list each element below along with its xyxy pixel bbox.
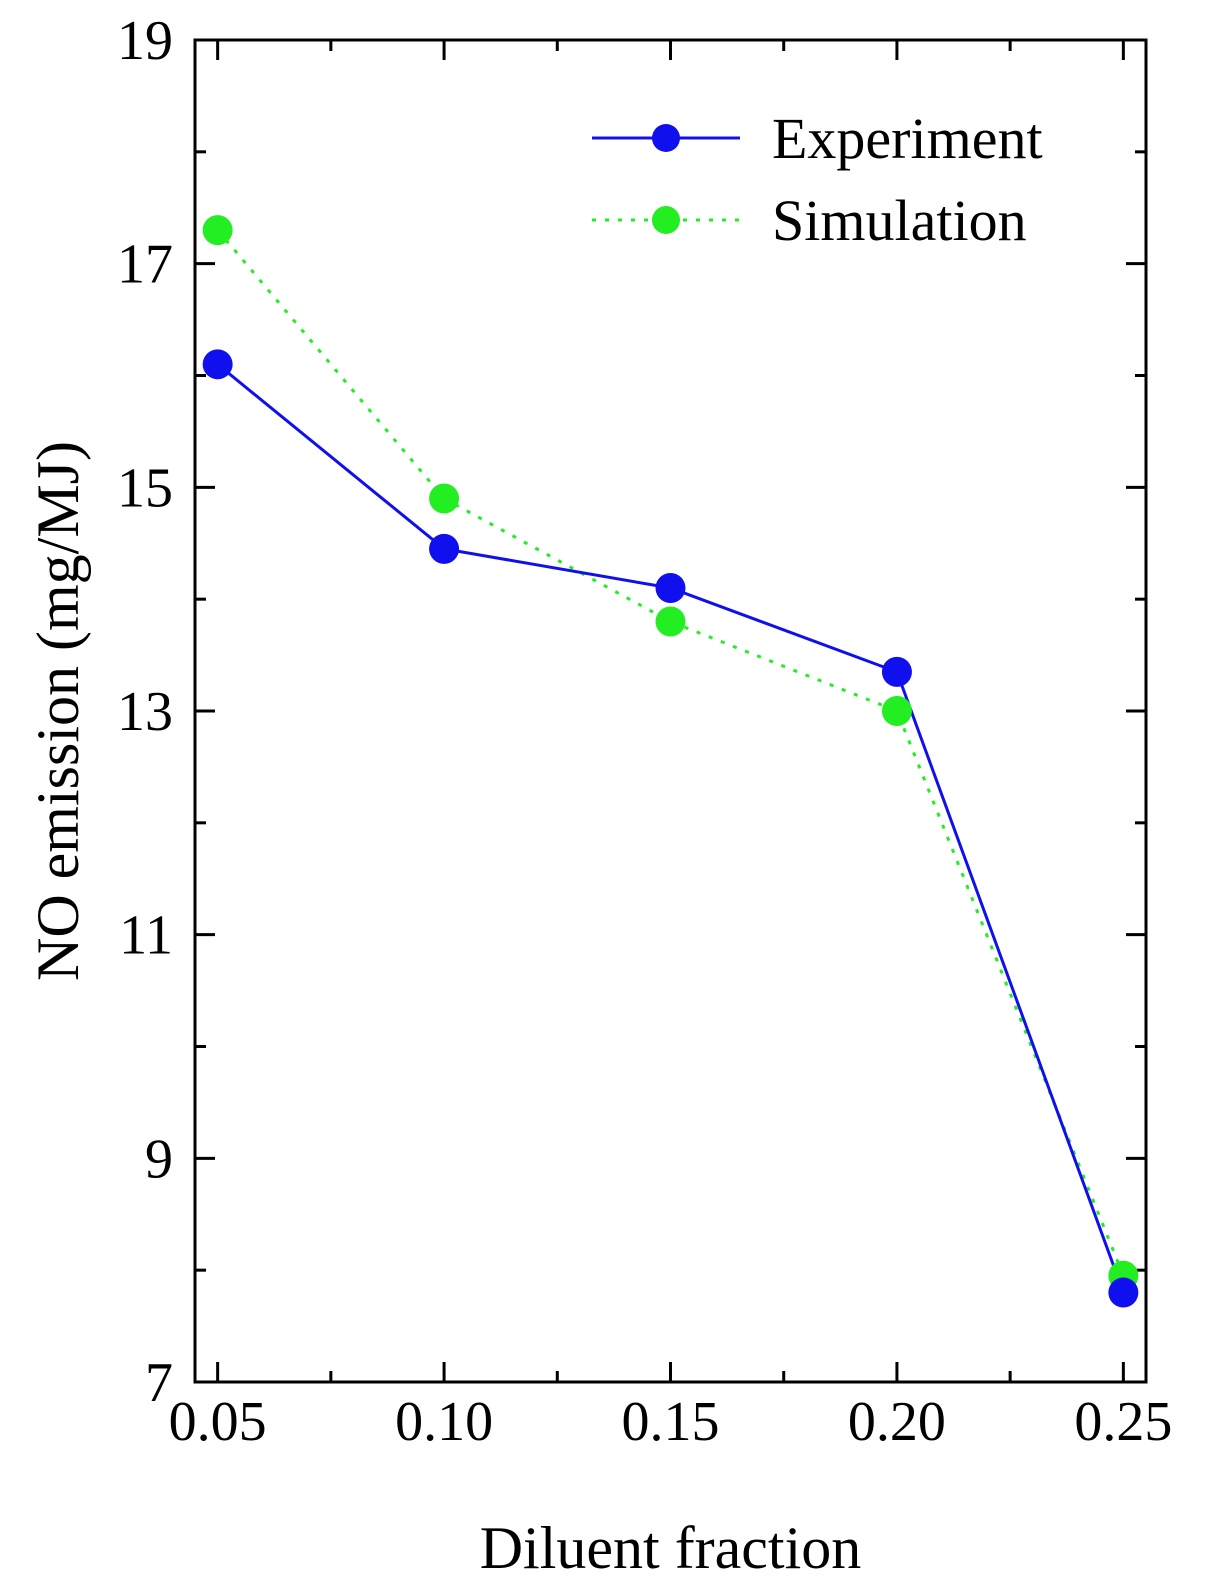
x-tick-label: 0.05 (169, 1391, 267, 1453)
legend-marker-experiment (652, 124, 680, 152)
data-point-experiment (1108, 1277, 1139, 1308)
data-point-experiment (655, 572, 686, 603)
x-tick-label: 0.10 (395, 1391, 493, 1453)
data-point-simulation (202, 215, 233, 246)
axis-ticks: 0.05 0.10 0.15 0.20 0.25 7 9 11 13 15 17 19 (117, 10, 1172, 1453)
legend: Experiment Simulation (592, 106, 1043, 253)
legend-label-simulation: Simulation (772, 188, 1027, 253)
x-tick-label: 0.25 (1074, 1391, 1172, 1453)
data-point-experiment (881, 656, 912, 687)
series-group (202, 215, 1139, 1308)
y-tick-label: 19 (117, 10, 173, 72)
y-tick-label: 9 (145, 1128, 173, 1190)
data-point-simulation (881, 696, 912, 726)
series-line-simulation (216, 229, 1125, 1277)
legend-marker-simulation (652, 206, 680, 234)
data-point-experiment (429, 533, 460, 564)
data-point-experiment (202, 349, 233, 380)
y-tick-label: 11 (119, 905, 173, 967)
data-point-simulation (429, 483, 460, 514)
x-axis-title: Diluent fraction (480, 1515, 862, 1581)
y-axis-title: NO emission (mg/MJ) (25, 441, 91, 981)
y-tick-label: 13 (117, 681, 173, 743)
y-tick-label: 15 (117, 457, 173, 519)
legend-label-experiment: Experiment (772, 106, 1043, 171)
series-line-experiment (216, 363, 1125, 1294)
data-point-simulation (655, 606, 686, 637)
y-tick-label: 7 (145, 1352, 173, 1414)
x-tick-label: 0.15 (622, 1391, 720, 1453)
y-tick-label: 17 (117, 234, 173, 296)
x-tick-label: 0.20 (848, 1391, 946, 1453)
